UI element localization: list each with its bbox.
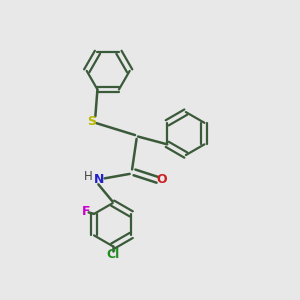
Text: Cl: Cl bbox=[106, 248, 119, 261]
Text: F: F bbox=[81, 205, 90, 218]
Text: H: H bbox=[83, 170, 92, 183]
Text: S: S bbox=[87, 115, 96, 128]
Text: O: O bbox=[157, 173, 167, 186]
Text: N: N bbox=[94, 173, 104, 186]
